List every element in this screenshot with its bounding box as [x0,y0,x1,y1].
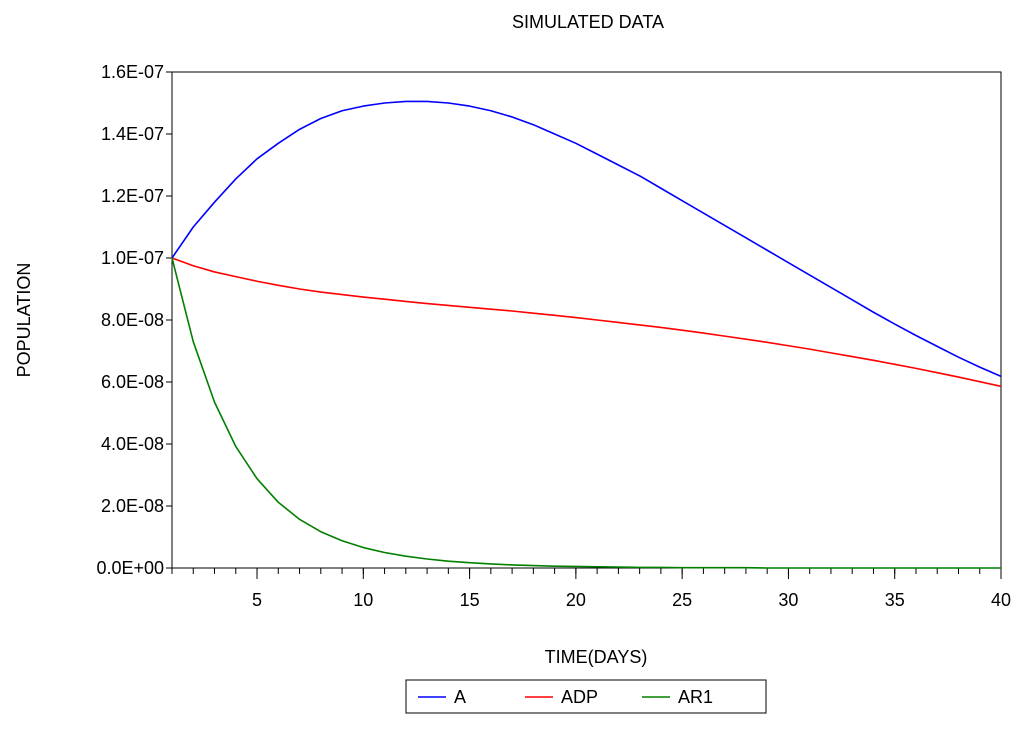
y-tick-label: 1.4E-07 [101,124,164,144]
x-tick-label: 25 [672,590,692,610]
y-tick-label: 6.0E-08 [101,372,164,392]
y-axis: 0.0E+00 2.0E-08 4.0E-08 6.0E-08 8.0E-08 1.0E-… [96,62,172,578]
y-axis-title: POPULATION [14,263,34,378]
y-tick-label: 1.2E-07 [101,186,164,206]
series-lines [171,100,1002,569]
legend-label-a: A [454,687,466,707]
x-tick-label: 15 [460,590,480,610]
x-tick-label: 40 [991,590,1011,610]
x-tick-label: 20 [566,590,586,610]
x-tick-label: 5 [252,590,262,610]
series-line-ar1 [171,257,1001,569]
y-tick-label: 4.0E-08 [101,434,164,454]
series-line-a [171,100,1002,378]
x-tick-label: 35 [885,590,905,610]
x-tick-label: 10 [353,590,373,610]
legend-label-ar1: AR1 [678,687,713,707]
x-axis: 5 10 15 20 25 30 35 40 [171,568,1011,610]
legend: A ADP AR1 [405,679,767,714]
x-axis-title: TIME(DAYS) [545,647,648,667]
x-tick-label: 30 [778,590,798,610]
legend-label-adp: ADP [561,687,598,707]
y-tick-label: 8.0E-08 [101,310,164,330]
y-tick-label: 2.0E-08 [101,496,164,516]
y-tick-label: 1.0E-07 [101,248,164,268]
chart-title: SIMULATED DATA [512,12,664,32]
y-tick-label: 1.6E-07 [101,62,164,82]
series-line-adp [171,257,1002,388]
y-tick-label: 0.0E+00 [96,558,164,578]
legend-box [405,679,767,714]
plot-frame [171,71,1002,569]
